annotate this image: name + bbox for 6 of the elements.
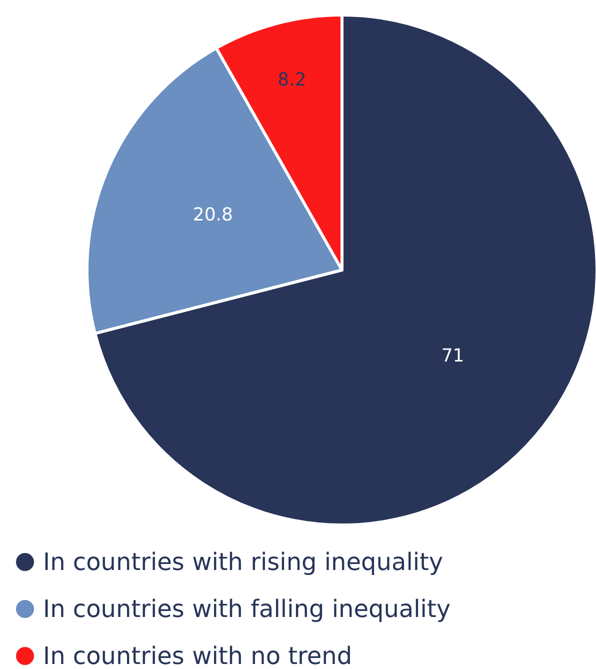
legend-label: In countries with no trend: [43, 642, 352, 669]
data-label: 20.8: [192, 204, 233, 226]
data-label: 8.2: [278, 70, 306, 91]
legend-label: In countries with rising inequality: [43, 548, 444, 576]
legend-label: In countries with falling inequality: [43, 595, 451, 623]
data-label: 71: [441, 345, 464, 366]
